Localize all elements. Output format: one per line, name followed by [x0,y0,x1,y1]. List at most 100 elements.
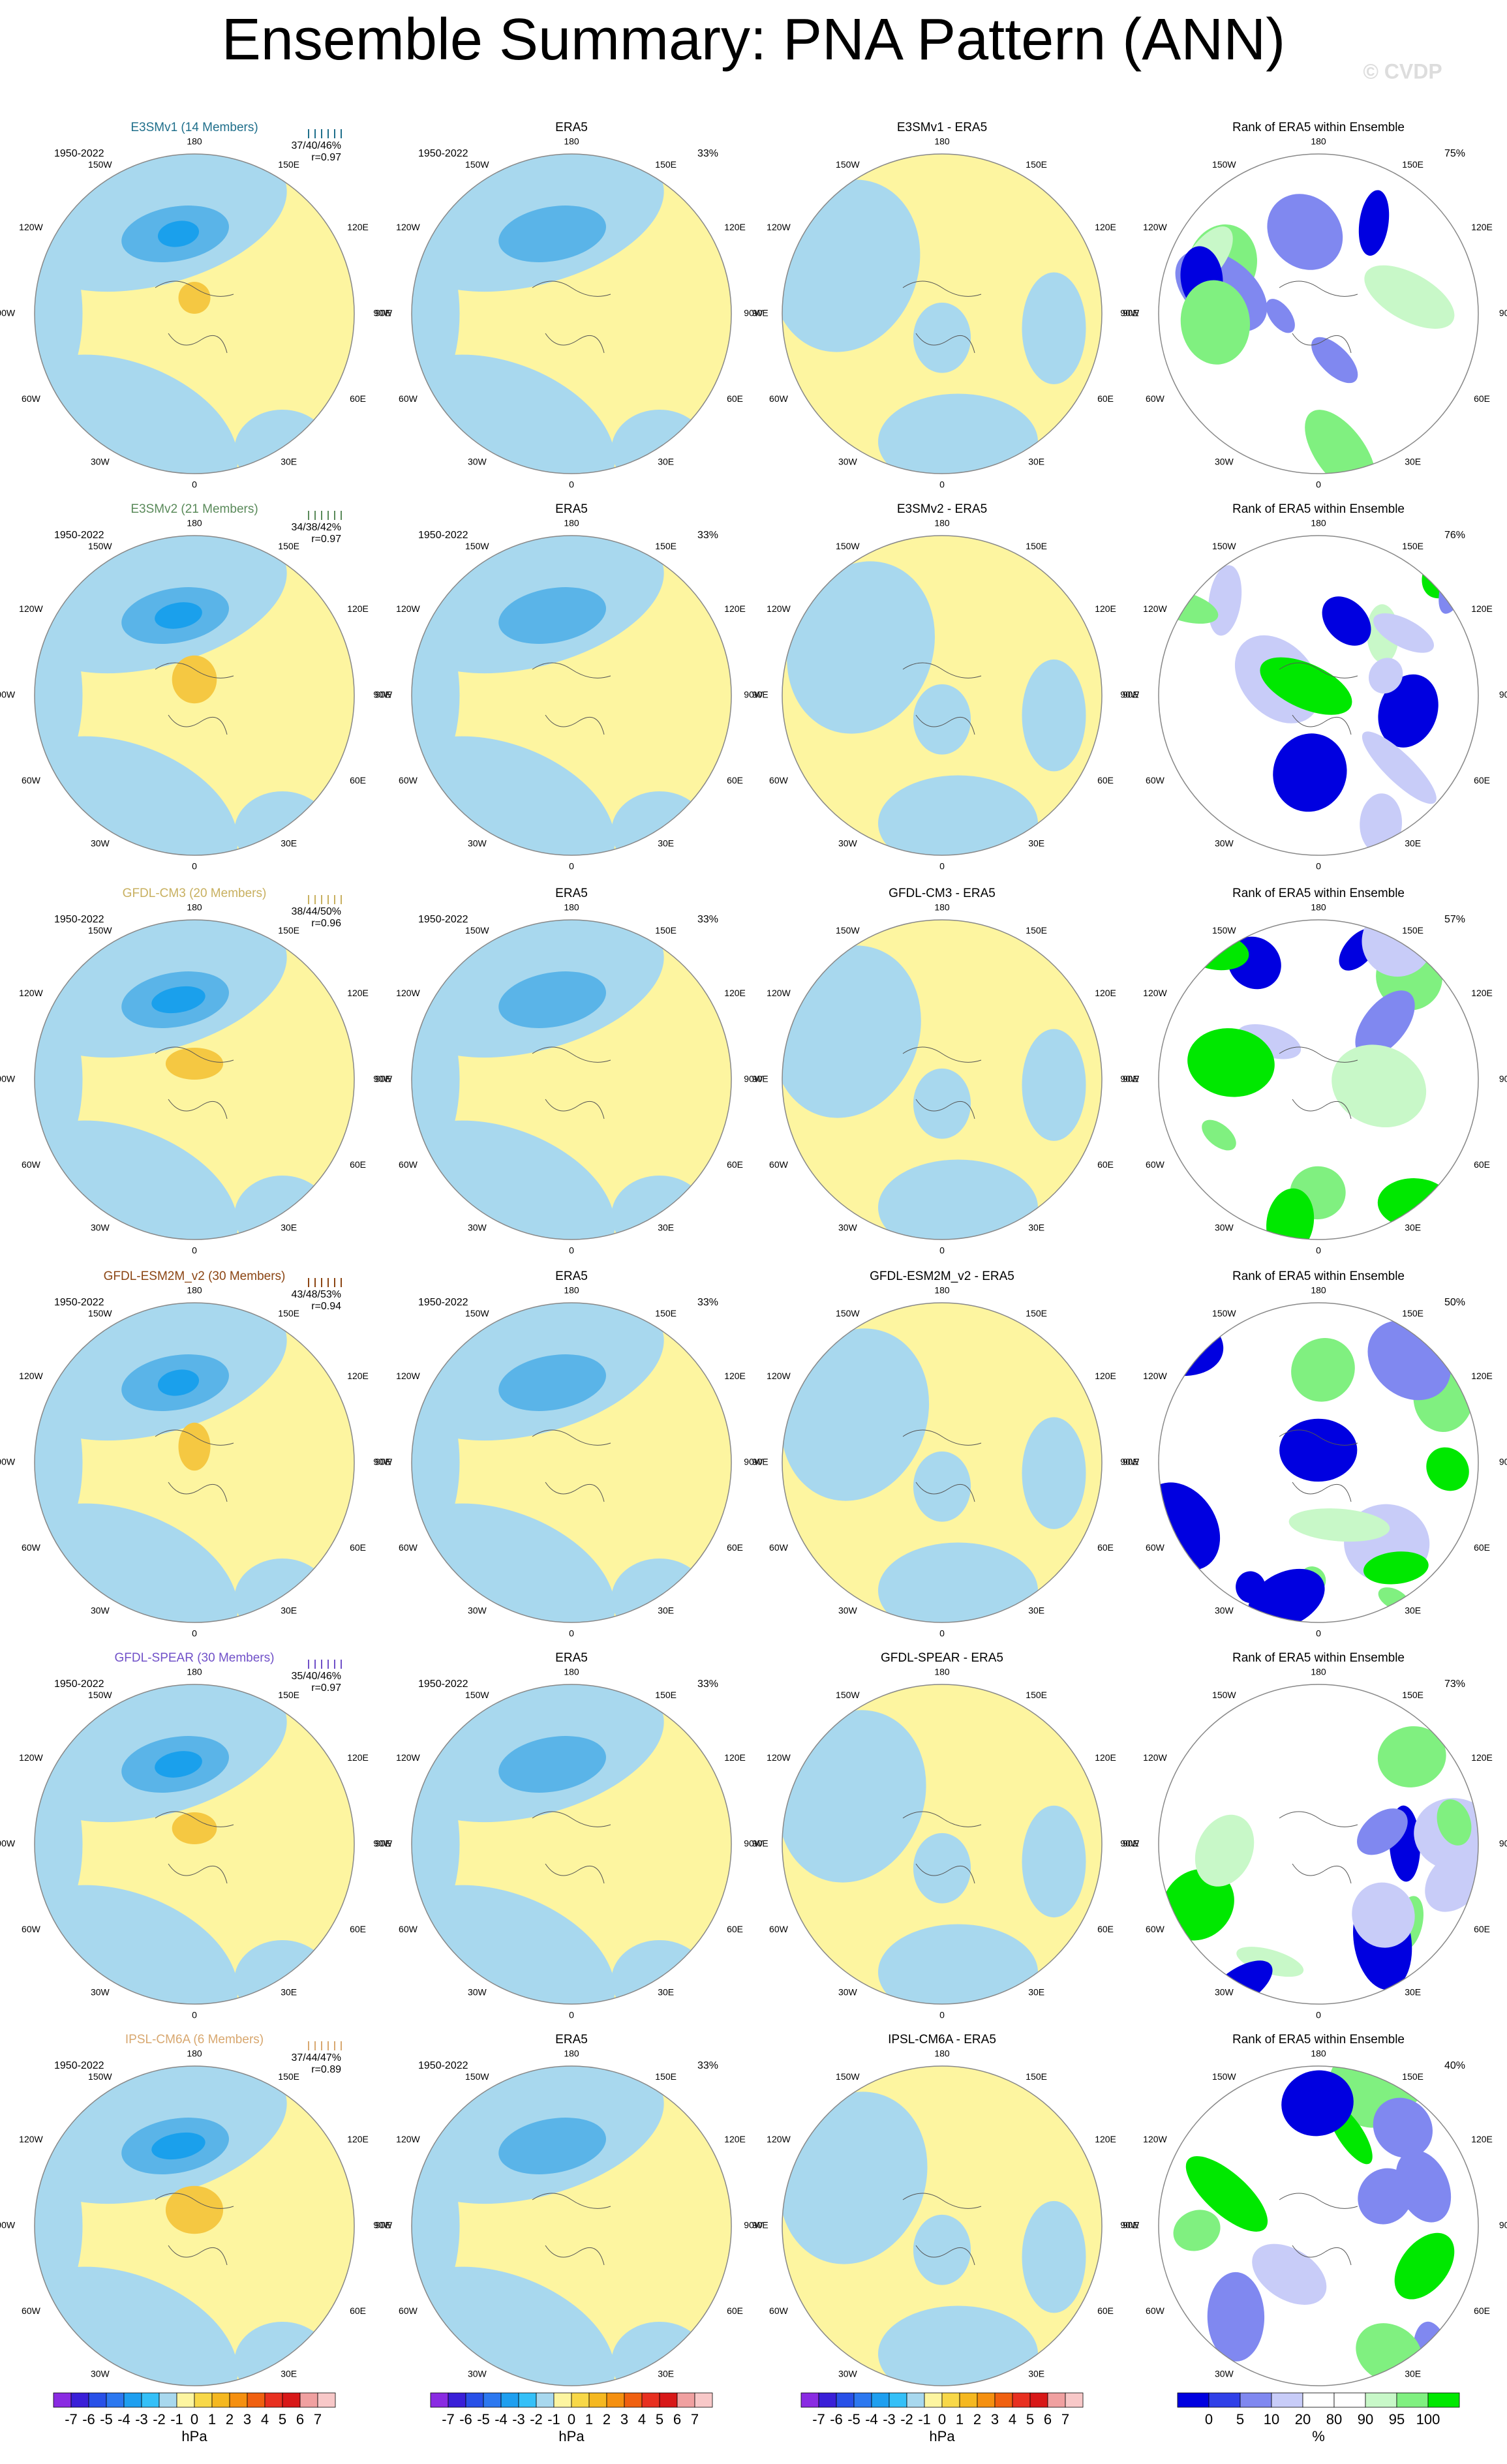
period: 1950-2022 [418,914,468,925]
longitude-label: 60E [1097,1542,1114,1553]
longitude-label: 180 [934,1667,950,1677]
longitude-label: 90E [1123,1074,1139,1084]
longitude-label: 90E [1123,2220,1139,2230]
field-region [35,1756,83,1932]
period: 1950-2022 [418,1297,468,1308]
colorbar-box [53,2392,72,2408]
colorbar-box [694,2392,713,2408]
longitude-label: 90W [373,690,393,700]
longitude-label: 60W [399,2305,418,2316]
longitude-label: 90E [1499,1074,1507,1084]
pattern-corr: r=0.97 [311,152,341,163]
longitude-label: 90E [1123,690,1139,700]
field-region [1311,337,1358,384]
longitude-label: 150W [1212,159,1236,170]
colorbar-box [624,2392,643,2408]
model-title: E3SMv1 (14 Members) [130,121,258,134]
colorbar-box [853,2392,872,2408]
colorbar-box [800,2392,819,2408]
longitude-label: 60W [1146,775,1165,785]
field-region [1378,674,1438,748]
longitude-label: 150E [278,1308,299,1318]
longitude-label: 120E [1095,988,1116,998]
longitude-label: 120E [1471,2134,1493,2144]
field-region [787,561,935,734]
field-region [611,1940,708,2004]
longitude-label: 150W [465,541,489,551]
colorbar-box [194,2392,213,2408]
field-region [1281,2070,1354,2137]
field-region [1180,280,1251,365]
map-outline [411,919,732,1240]
colorbar-label: -6 [82,2411,95,2427]
longitude-label: 60W [22,1159,41,1170]
longitude-label: 180 [187,136,202,147]
rank-title: Rank of ERA5 within Ensemble [1232,1651,1405,1665]
coastline [1279,281,1358,354]
field-region [611,1176,708,1240]
field-region [155,602,202,629]
map-outline [411,1302,732,1623]
longitude-label: 90W [1120,308,1140,318]
longitude-label: 60W [769,1542,789,1553]
field-region [1022,1029,1086,1141]
map-panel [412,536,731,855]
colorbar-label: 4 [638,2411,646,2427]
field-region [234,791,331,855]
longitude-label: 60E [1474,1924,1490,1934]
longitude-label: 180 [564,1285,579,1296]
map-panel [1159,1303,1478,1622]
field-region [782,1328,930,1501]
longitude-label: 0 [1316,861,1321,872]
longitude-label: 150W [88,2071,112,2082]
field-region [913,302,971,373]
longitude-label: 150W [836,2071,860,2082]
longitude-label: 60E [1097,2305,1114,2316]
longitude-label: 30E [1405,1986,1421,1997]
colorbar-label: 10 [1264,2411,1279,2427]
longitude-label: 120W [396,222,420,232]
longitude-label: 0 [192,1628,197,1639]
colorbar-label: 4 [261,2411,269,2427]
longitude-label: 150W [88,1690,112,1700]
colorbar-label: 5 [1026,2411,1034,2427]
colorbar-box [1396,2392,1429,2408]
colorbar-unit: hPa [929,2428,955,2444]
longitude-label: 120W [396,603,420,614]
longitude-label: 120E [724,1371,746,1381]
map-outline [1158,1302,1479,1623]
colorbar-label: -4 [865,2411,878,2427]
longitude-label: 0 [569,479,574,490]
field-region [234,2322,331,2386]
colorbar-label: 5 [279,2411,286,2427]
longitude-label: 150W [1212,2071,1236,2082]
longitude-label: 180 [934,2048,950,2059]
longitude-label: 120W [767,988,791,998]
longitude-label: 60W [1146,393,1165,404]
field-region [1352,1882,1415,1948]
longitude-label: 90E [1499,1457,1507,1467]
map-panel [35,536,354,855]
coastline [1279,1811,1358,1884]
colorbar-box [977,2392,996,2408]
field-region [35,2138,83,2314]
longitude-label: 180 [1311,136,1326,147]
longitude-label: 90W [1120,2220,1140,2230]
colorbar-box [606,2392,625,2408]
colorbar-label: -5 [477,2411,490,2427]
longitude-label: 180 [564,136,579,147]
era5-title: ERA5 [555,1270,588,1283]
model-title: GFDL-SPEAR (30 Members) [115,1651,275,1665]
longitude-label: 30W [91,2368,110,2379]
period: 1950-2022 [54,148,104,159]
longitude-label: 150W [836,1308,860,1318]
map-panel [35,154,354,474]
map-outline [34,919,355,1240]
longitude-label: 180 [187,1667,202,1677]
field-region [878,775,1038,855]
longitude-label: 60W [22,1924,41,1934]
coastline [532,1811,611,1884]
longitude-label: 180 [934,518,950,528]
colorbar-box [448,2392,466,2408]
colorbar-unit: hPa [558,2428,585,2444]
